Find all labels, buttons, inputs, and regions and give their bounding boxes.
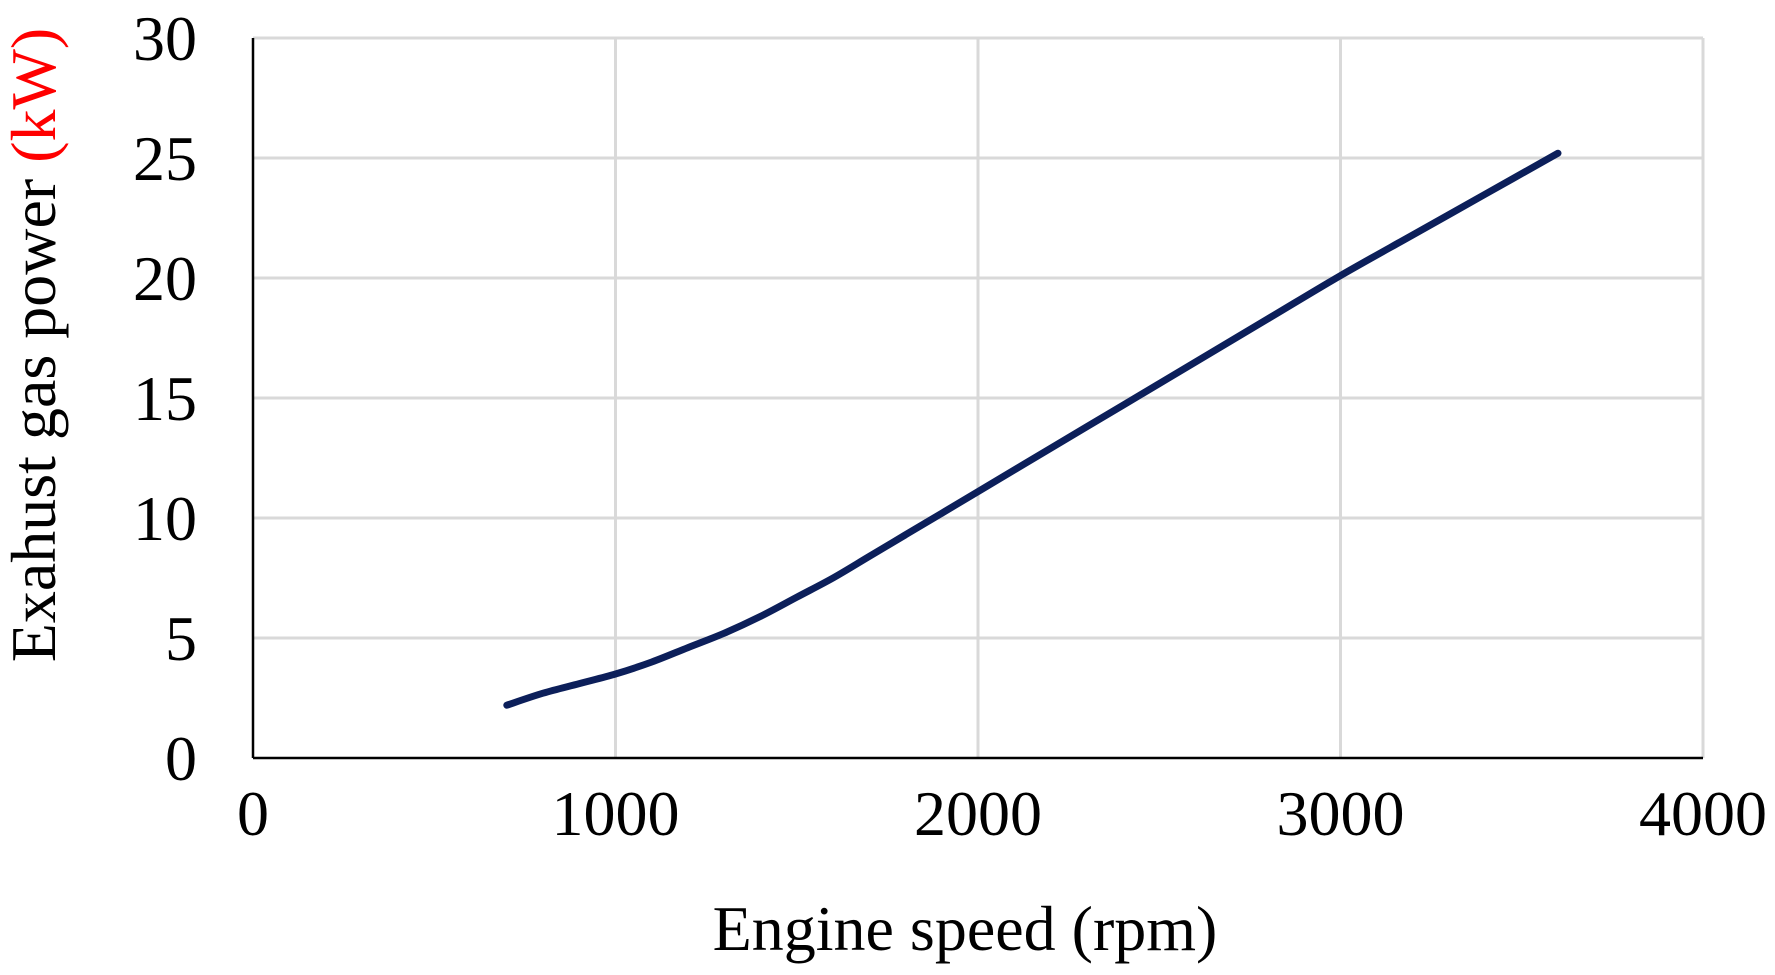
horizontal-gridlines bbox=[253, 36, 1703, 640]
y-tick-label: 25 bbox=[133, 123, 197, 194]
y-axis-title: Exahust gas power (kW) bbox=[0, 28, 69, 662]
y-axis-title-text: Exahust gas power bbox=[0, 179, 69, 662]
y-tick-label: 0 bbox=[165, 723, 197, 794]
y-tick-label: 30 bbox=[133, 3, 197, 74]
y-tick-labels: 0 5 10 15 20 25 30 bbox=[133, 3, 197, 794]
y-tick-label: 15 bbox=[133, 363, 197, 434]
y-tick-label: 5 bbox=[165, 603, 197, 674]
y-tick-label: 20 bbox=[133, 243, 197, 314]
x-tick-label: 0 bbox=[237, 778, 269, 849]
series-line bbox=[503, 149, 1562, 709]
x-tick-label: 1000 bbox=[552, 778, 680, 849]
y-axis-unit: (kW) bbox=[0, 28, 69, 163]
y-tick-label: 10 bbox=[133, 483, 197, 554]
x-tick-label: 2000 bbox=[914, 778, 1042, 849]
x-axis-title: Engine speed (rpm) bbox=[713, 893, 1218, 964]
x-tick-label: 3000 bbox=[1277, 778, 1405, 849]
x-tick-labels: 0 1000 2000 3000 4000 bbox=[237, 778, 1767, 849]
x-tick-label: 4000 bbox=[1639, 778, 1767, 849]
